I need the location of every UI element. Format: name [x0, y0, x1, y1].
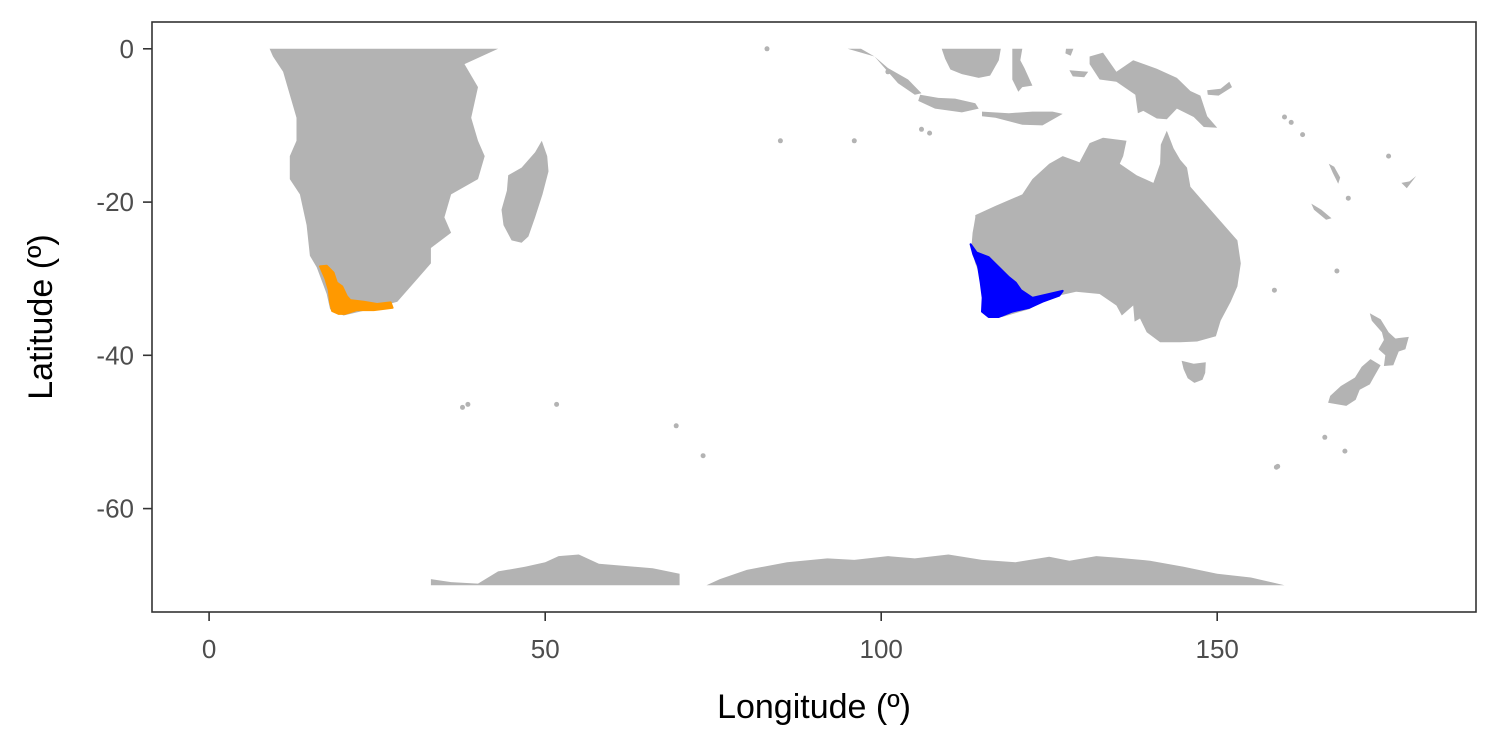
islet-9: [1288, 119, 1294, 125]
y-axis-title: Latitude (º): [22, 234, 60, 400]
x-tick-label-0: 0: [202, 634, 216, 664]
islet-2: [885, 69, 891, 75]
x-tick-label-100: 100: [860, 634, 903, 664]
x-tick-label-150: 150: [1196, 634, 1239, 664]
islet-6: [1013, 116, 1019, 122]
islet-10: [1282, 114, 1287, 120]
y-tick-label--20: -20: [96, 187, 134, 217]
panel-border: [151, 21, 1477, 613]
islet-5: [851, 138, 857, 144]
sulawesi-landmass: [1012, 48, 1033, 92]
islet-4: [919, 126, 924, 132]
africa-landmass: [269, 48, 499, 316]
java-landmass: [918, 94, 979, 113]
new-zealand-north-landmass: [1369, 313, 1409, 366]
new-zealand-south-landmass: [1328, 359, 1381, 406]
southwest-south-africa-region: [319, 264, 394, 315]
fiji-landmass: [1401, 176, 1417, 189]
islet-1: [764, 46, 770, 52]
x-axis-title: Longitude (º): [717, 688, 911, 726]
new-britain-landmass: [1207, 81, 1232, 96]
southwest-australia-region: [969, 243, 1064, 318]
islet-7: [927, 130, 933, 136]
islet-16: [1342, 448, 1348, 454]
x-axis: 0 50 100 150: [202, 612, 1239, 664]
islet-22: [465, 401, 471, 407]
islet-19: [554, 401, 560, 407]
islet-17: [1322, 434, 1328, 440]
islet-13: [1271, 287, 1277, 293]
region-layer: [319, 243, 1064, 318]
islet-20: [460, 404, 465, 410]
borneo-landmass: [941, 48, 1001, 78]
australia-landmass: [971, 130, 1241, 343]
islet-23: [1273, 464, 1279, 470]
tasmania-landmass: [1181, 360, 1206, 383]
halmahera-landmass: [1065, 48, 1074, 56]
madagascar-landmass: [501, 140, 549, 243]
antarctica-west-landmass: [430, 554, 680, 586]
antarctica-east-landmass: [706, 554, 1285, 586]
sumatra-landmass: [847, 48, 922, 95]
land-layer: [269, 46, 1417, 586]
y-tick-label--60: -60: [96, 494, 134, 524]
islet-3: [777, 138, 783, 144]
islet-21: [700, 453, 706, 459]
new-guinea-landmass: [1089, 52, 1218, 128]
lesser-sunda-landmass: [982, 111, 1063, 126]
y-tick-label-0: 0: [120, 34, 134, 64]
islet-8: [1300, 132, 1306, 138]
islet-12: [1345, 195, 1351, 201]
islet-14: [1334, 268, 1340, 274]
islet-18: [673, 423, 679, 429]
new-caledonia-landmass: [1311, 203, 1332, 220]
x-tick-label-50: 50: [531, 634, 560, 664]
y-axis: 0 -20 -40 -60: [96, 34, 152, 524]
y-tick-label--40: -40: [96, 340, 134, 370]
seram-landmass: [1069, 70, 1089, 78]
islet-11: [1386, 153, 1392, 159]
vanuatu-landmass: [1328, 163, 1341, 184]
